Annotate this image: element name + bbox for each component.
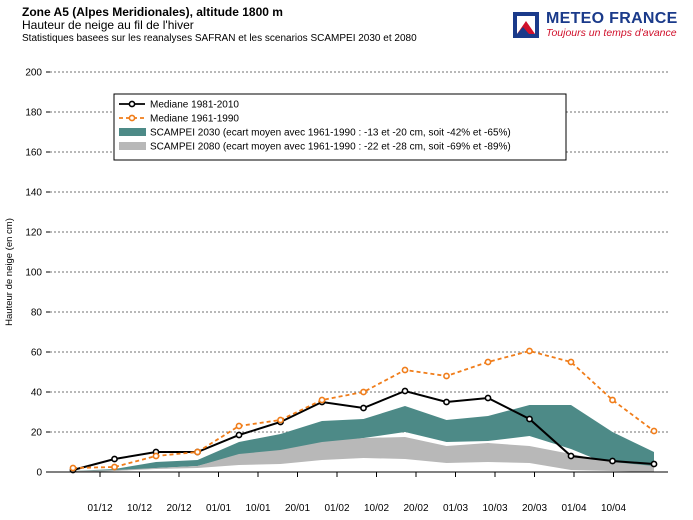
x-tick-label: 01/04 bbox=[561, 503, 586, 514]
legend-box bbox=[113, 93, 567, 161]
x-tick-label: 01/02 bbox=[324, 503, 349, 514]
x-tick-label: 10/01 bbox=[245, 503, 270, 514]
legend-label: SCAMPEI 2080 (ecart moyen avec 1961-1990… bbox=[150, 142, 511, 153]
logo-brand: METEO FRANCE bbox=[546, 10, 678, 27]
x-tick-label: 10/12 bbox=[127, 503, 152, 514]
legend-swatch bbox=[119, 142, 146, 150]
legend-label: Mediane 1961-1990 bbox=[150, 114, 239, 125]
data-point bbox=[360, 404, 367, 412]
x-tick-label: 20/12 bbox=[166, 503, 191, 514]
data-point bbox=[443, 372, 450, 380]
x-tick-label: 01/01 bbox=[206, 503, 231, 514]
data-point bbox=[484, 358, 492, 366]
x-tick-label: 20/03 bbox=[522, 503, 547, 514]
axis-layer: 0 20 40 60 80 100 120 140 160 180 200 01/12 10/12 20/… bbox=[4, 68, 668, 514]
y-tick-label: 200 bbox=[25, 68, 42, 79]
band-area bbox=[73, 405, 654, 472]
y-tick-label: 120 bbox=[25, 228, 42, 239]
chart-legend: Mediane 1981-2010 Mediane 1961-1990 SCAMPE… bbox=[113, 93, 567, 161]
data-point bbox=[401, 387, 409, 395]
y-tick-label: 140 bbox=[25, 188, 42, 199]
line-layer bbox=[69, 347, 658, 474]
chart-subtitle: Hauteur de neige au fil de l'hiver bbox=[22, 18, 194, 32]
y-tick-label: 40 bbox=[31, 388, 43, 399]
data-point bbox=[650, 460, 658, 468]
x-tick-label: 10/04 bbox=[601, 503, 626, 514]
data-point bbox=[277, 416, 284, 424]
data-point bbox=[152, 452, 160, 460]
data-point bbox=[650, 427, 658, 435]
series-line bbox=[72, 350, 655, 469]
y-axis-label: Hauteur de neige (en cm) bbox=[4, 218, 15, 326]
y-tick-label: 60 bbox=[31, 348, 43, 359]
x-tick-label: 20/02 bbox=[403, 503, 428, 514]
band-layer bbox=[73, 405, 654, 472]
data-point bbox=[235, 431, 243, 439]
data-point bbox=[194, 448, 201, 456]
data-point bbox=[401, 366, 409, 374]
legend-swatch bbox=[119, 128, 146, 136]
x-tick-label: 01/03 bbox=[443, 503, 468, 514]
legend-marker bbox=[128, 114, 136, 122]
data-point bbox=[318, 396, 326, 404]
legend-marker bbox=[128, 100, 136, 108]
x-tick-label: 20/01 bbox=[285, 503, 310, 514]
chart-source-note: Statistiques basees sur les reanalyses S… bbox=[22, 33, 417, 44]
chart-title: Zone A5 (Alpes Meridionales), altitude 1… bbox=[22, 5, 283, 19]
data-point bbox=[360, 388, 367, 396]
meteo-france-logo-icon bbox=[513, 12, 539, 38]
data-point bbox=[526, 347, 533, 355]
band-area bbox=[73, 437, 654, 472]
y-tick-label: 180 bbox=[25, 108, 42, 119]
x-tick-label: 10/02 bbox=[364, 503, 389, 514]
data-point bbox=[567, 358, 575, 366]
data-point bbox=[526, 415, 533, 423]
meteo-france-logo: METEO FRANCE Toujours un temps d'avance bbox=[513, 10, 685, 40]
y-tick-label: 80 bbox=[31, 308, 43, 319]
y-tick-label: 0 bbox=[36, 468, 42, 479]
data-point bbox=[111, 463, 118, 471]
data-point bbox=[567, 452, 575, 460]
data-point bbox=[484, 394, 492, 402]
y-tick-label: 20 bbox=[31, 428, 43, 439]
logo-tagline: Toujours un temps d'avance bbox=[546, 27, 677, 39]
data-point bbox=[443, 398, 450, 406]
data-point bbox=[235, 422, 243, 430]
data-point bbox=[69, 464, 77, 472]
legend-label: SCAMPEI 2030 (ecart moyen avec 1961-1990… bbox=[150, 128, 511, 139]
chart-header: Zone A5 (Alpes Meridionales), altitude 1… bbox=[22, 6, 417, 45]
x-tick-label: 01/12 bbox=[87, 503, 112, 514]
data-point bbox=[609, 396, 616, 404]
y-tick-label: 160 bbox=[25, 148, 42, 159]
y-tick-label: 100 bbox=[25, 268, 42, 279]
data-point bbox=[609, 457, 616, 465]
x-tick-label: 10/03 bbox=[482, 503, 507, 514]
legend-label: Mediane 1981-2010 bbox=[150, 100, 239, 111]
data-point bbox=[111, 455, 118, 463]
